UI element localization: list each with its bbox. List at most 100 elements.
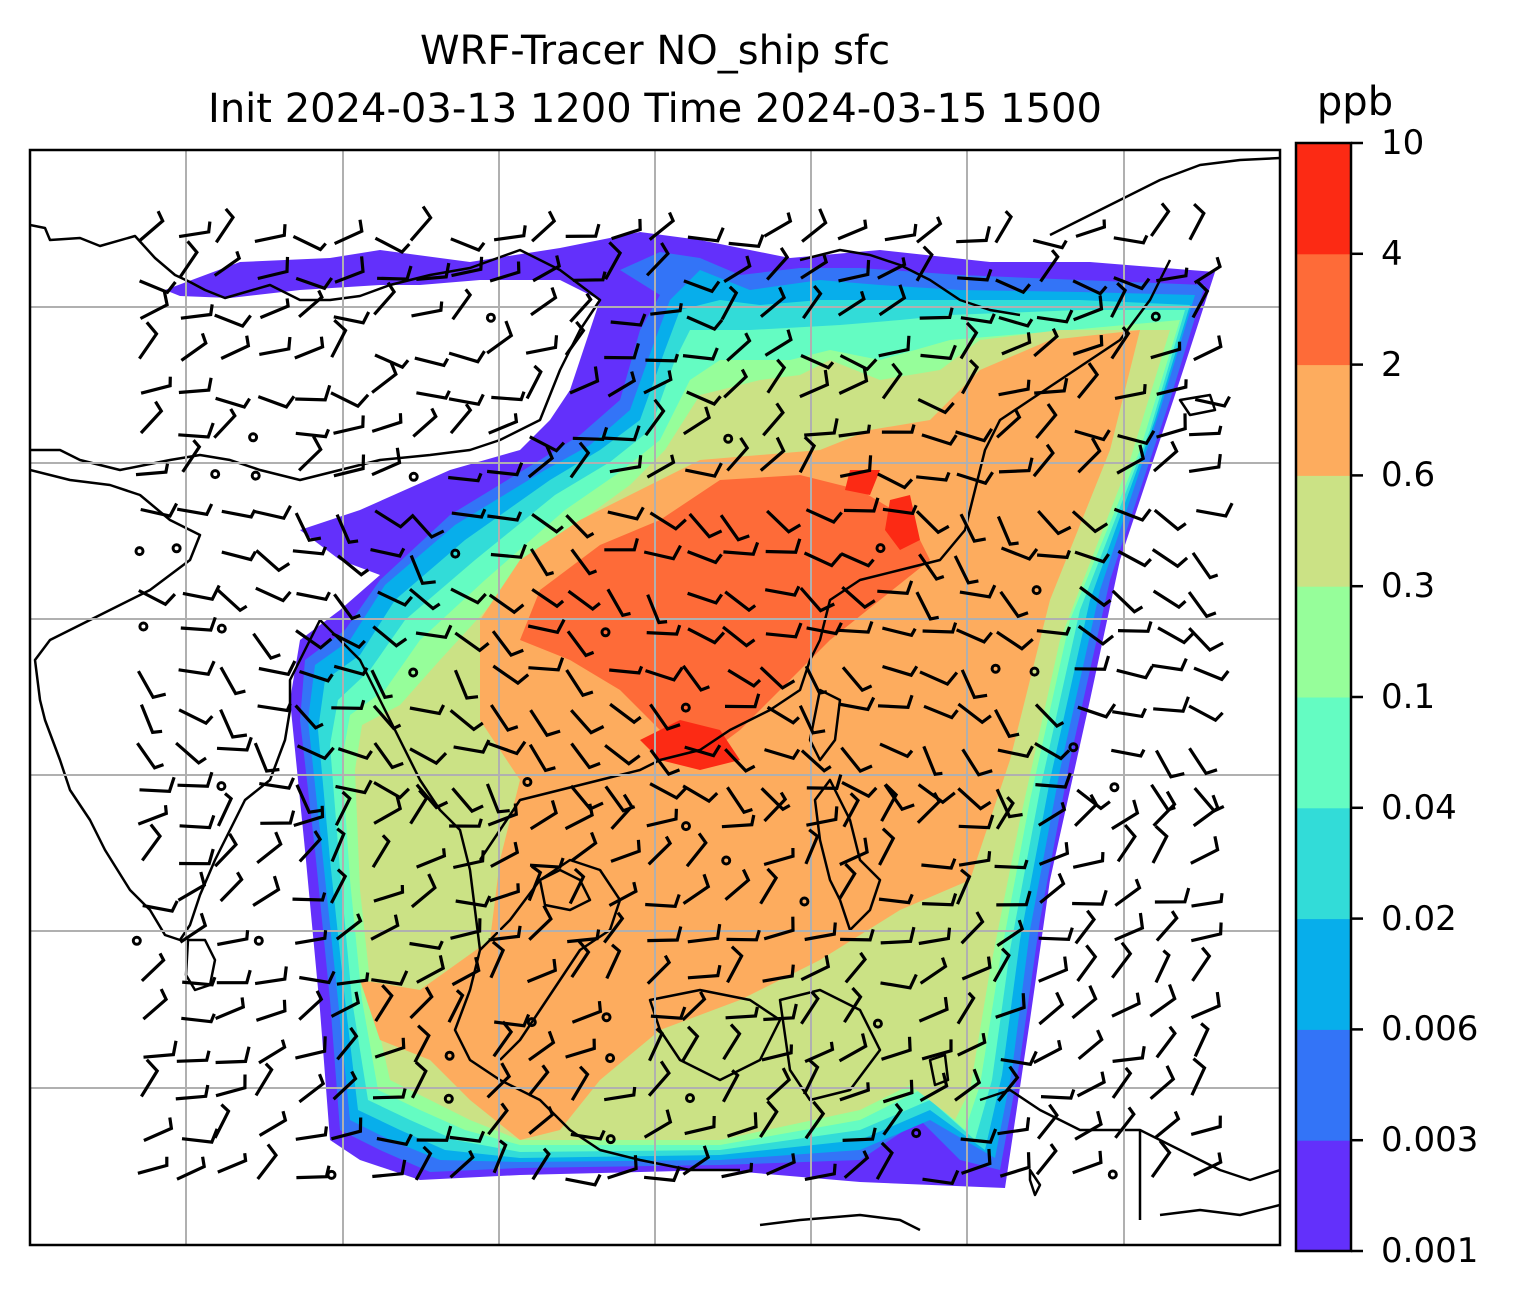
calm-wind-circle [526,1017,537,1028]
wind-barb [527,864,543,902]
wind-barb [643,370,673,395]
wind-barb [843,1150,870,1179]
wind-barb [1154,749,1185,779]
wind-barb [295,1036,327,1060]
wind-barb [451,787,484,814]
wind-barb [141,823,163,862]
wind-barb [800,955,831,982]
wind-barb [650,1006,687,1020]
wind-barb [182,584,221,602]
wind-barb [179,912,208,944]
colorbar-ticks [1351,141,1363,1253]
wind-barb [1074,429,1111,442]
wind-barb [214,207,236,244]
wind-barb [994,210,1013,244]
calm-wind-circle [485,312,496,323]
wind-barb [875,1141,894,1180]
wind-barb [765,538,802,554]
wind-barb [451,956,481,987]
wind-barb [1155,910,1179,942]
wind-barb [1110,282,1128,318]
tracer-band-2 [520,475,930,760]
wind-barb [800,990,820,1025]
wind-barb [527,444,555,479]
wind-barb [996,515,1019,546]
wind-barb [953,555,979,585]
wind-barb [880,973,918,990]
wind-barb [840,928,875,942]
wind-barb [1150,341,1182,360]
wind-barb [571,1000,603,1024]
wind-barb [838,1033,868,1063]
wind-barb [377,590,414,607]
wind-barb [843,497,880,513]
wind-barb [837,219,868,241]
wind-barb [607,371,637,398]
wind-barb [1187,591,1217,619]
wind-barb [954,1068,982,1102]
wind-barb [682,873,711,905]
wind-barb [1153,508,1187,532]
wind-barb [258,1039,287,1065]
wind-barb [216,736,253,752]
colorbar-segment [1296,697,1351,809]
wind-barb [955,628,993,644]
wind-barb [330,319,348,358]
wind-barb [995,788,1023,819]
wind-barb [766,358,787,394]
wind-barb [181,439,202,473]
wind-barb [959,584,997,599]
calm-wind-circle [216,781,227,792]
wind-barb [918,553,945,581]
wind-barb [682,664,710,692]
wind-barb [998,457,1034,474]
wind-barb [525,335,559,355]
wind-barb [1113,507,1152,522]
wind-barb [802,1059,820,1095]
wind-barb [957,702,992,725]
wind-barb [485,783,510,814]
wind-barb [1149,1065,1176,1100]
calm-wind-circle [723,433,734,444]
wind-barb [1033,1039,1063,1065]
wind-barb [645,242,670,277]
wind-barb [685,832,708,868]
wind-barb [921,433,958,446]
wind-barb [646,954,672,985]
coastlines [30,156,1280,1232]
wind-barb [492,664,530,686]
wind-barb [489,261,521,283]
wind-barb [604,744,641,766]
wind-barb [687,964,722,980]
wind-barb [526,958,558,984]
wind-barb [1111,992,1141,1018]
wind-barb [336,1026,359,1061]
wind-barb [410,873,437,909]
wind-barb [570,940,591,978]
colorbar-tick-label: 0.04 [1381,787,1457,828]
wind-barb [686,315,724,332]
wind-barb [565,1173,602,1187]
wind-barb [335,779,373,795]
wind-barb [215,1074,247,1098]
wind-barb [255,586,292,603]
wind-barb [882,626,917,638]
wind-barb [719,514,750,542]
wind-barb [490,544,527,559]
wind-barb [799,369,830,399]
wind-barb [294,512,322,542]
wind-barb [608,881,638,907]
wind-barb [570,709,605,735]
wind-barb [844,951,868,984]
wind-barb [762,402,785,437]
wind-barb [294,704,324,730]
wind-barb [798,705,826,735]
wind-barb [759,867,779,905]
wind-barb [1113,234,1149,245]
wind-barb [1151,657,1188,672]
wind-barb [216,588,248,613]
wind-barb [762,964,795,983]
wind-barb [376,1133,413,1147]
wind-barb [298,990,324,1021]
wind-barb [137,670,167,700]
